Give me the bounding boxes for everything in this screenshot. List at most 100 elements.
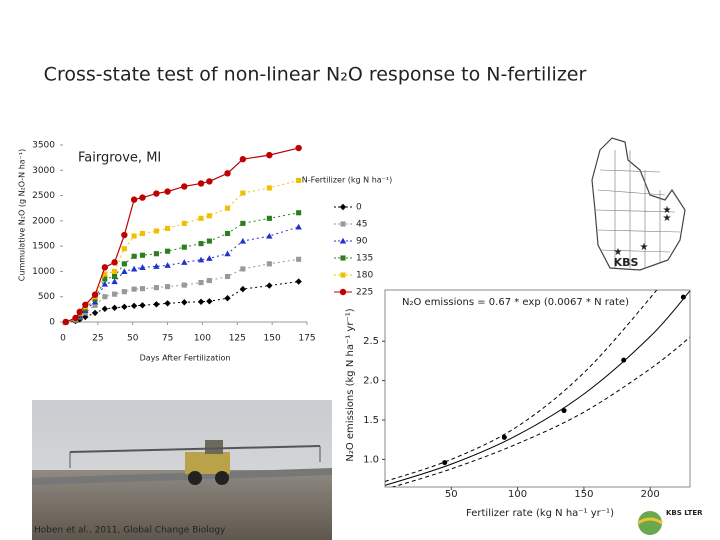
x-tick-label: 175 <box>298 334 315 344</box>
point <box>339 203 347 211</box>
point <box>340 272 346 278</box>
point <box>296 256 302 262</box>
point <box>139 194 146 201</box>
point <box>164 262 171 268</box>
point <box>296 210 302 216</box>
slide-title: Cross-state test of non-linear N₂O respo… <box>44 64 587 86</box>
point <box>224 170 231 177</box>
point <box>111 259 118 266</box>
point <box>295 278 302 285</box>
x-tick-label: 150 <box>574 489 593 500</box>
point <box>224 250 231 257</box>
point <box>501 434 507 440</box>
point <box>131 253 137 259</box>
point <box>131 233 137 239</box>
point <box>101 305 109 313</box>
point <box>91 291 99 298</box>
point <box>224 230 231 237</box>
fit-curve <box>385 290 658 482</box>
chart-title: Fairgrove, MI <box>78 151 161 166</box>
point <box>82 301 89 309</box>
x-tick-label: 0 <box>60 334 66 344</box>
x-tick-label: 200 <box>641 489 660 500</box>
map: ★ ★ ★ ★ KBS <box>591 137 686 271</box>
point <box>240 190 246 196</box>
legend-label: 90 <box>356 237 368 247</box>
chart-2: N₂O emissions = 0.67 * exp (0.0067 * N r… <box>345 289 691 519</box>
point <box>680 294 686 300</box>
point <box>153 228 159 234</box>
point <box>206 178 213 185</box>
point <box>76 308 83 316</box>
point <box>181 259 188 265</box>
point <box>206 238 212 244</box>
legend-label: 225 <box>356 288 373 298</box>
point <box>139 302 146 309</box>
point <box>239 237 247 244</box>
x-tick-label: 100 <box>194 334 211 344</box>
y-tick-label: 2.5 <box>363 336 379 347</box>
point <box>139 286 146 292</box>
point <box>266 151 273 159</box>
point <box>239 285 247 293</box>
point <box>198 215 204 221</box>
point <box>102 276 108 282</box>
x-tick-label: 150 <box>264 334 281 344</box>
point <box>165 284 171 290</box>
y-tick-label: 1.0 <box>363 454 379 465</box>
plot-frame <box>384 289 691 488</box>
point <box>266 261 272 267</box>
y-tick-label: 2000 <box>32 216 55 226</box>
point <box>339 237 347 244</box>
y-tick-label: 1.5 <box>363 415 379 426</box>
y-tick-label: 3000 <box>32 166 55 176</box>
point <box>165 248 171 254</box>
point <box>139 230 146 237</box>
map-label: KBS <box>614 256 639 269</box>
point <box>164 300 171 307</box>
legend-label: 0 <box>356 203 362 213</box>
point <box>340 221 346 227</box>
point <box>181 299 188 306</box>
point <box>181 244 187 250</box>
svg-text:★: ★ <box>663 205 672 216</box>
point <box>340 255 346 261</box>
point <box>266 215 272 221</box>
point <box>153 190 160 197</box>
point <box>139 252 146 258</box>
svg-text:★: ★ <box>640 242 649 253</box>
y-tick-label: 0 <box>49 318 55 328</box>
point <box>198 241 204 247</box>
point <box>131 286 137 292</box>
point <box>111 278 118 285</box>
point <box>295 223 302 230</box>
point <box>181 282 187 288</box>
y-axis-label: Cummulative N₂O (g N₂O-N ha⁻¹) <box>18 149 27 281</box>
point <box>153 263 160 269</box>
point <box>101 280 109 287</box>
point <box>165 225 171 232</box>
point <box>239 155 247 163</box>
point <box>295 144 302 152</box>
point <box>111 304 118 312</box>
point <box>206 255 213 261</box>
point <box>153 285 159 291</box>
point <box>112 268 118 274</box>
point <box>102 271 108 277</box>
point <box>206 298 213 305</box>
x-tick-label: 50 <box>127 334 139 344</box>
point <box>153 301 160 308</box>
point <box>121 303 128 311</box>
x-tick-label: 100 <box>508 489 527 500</box>
y-tick-label: 1000 <box>32 267 55 277</box>
svg-text:★: ★ <box>663 213 672 224</box>
point <box>130 196 138 203</box>
x-tick-label: 50 <box>445 489 458 500</box>
fit-curve <box>391 336 690 487</box>
point <box>139 264 146 270</box>
point <box>92 302 98 308</box>
point <box>197 256 205 263</box>
point <box>224 295 231 302</box>
annotation: N₂O emissions = 0.67 * exp (0.0067 * N r… <box>402 297 629 308</box>
point <box>112 291 118 297</box>
